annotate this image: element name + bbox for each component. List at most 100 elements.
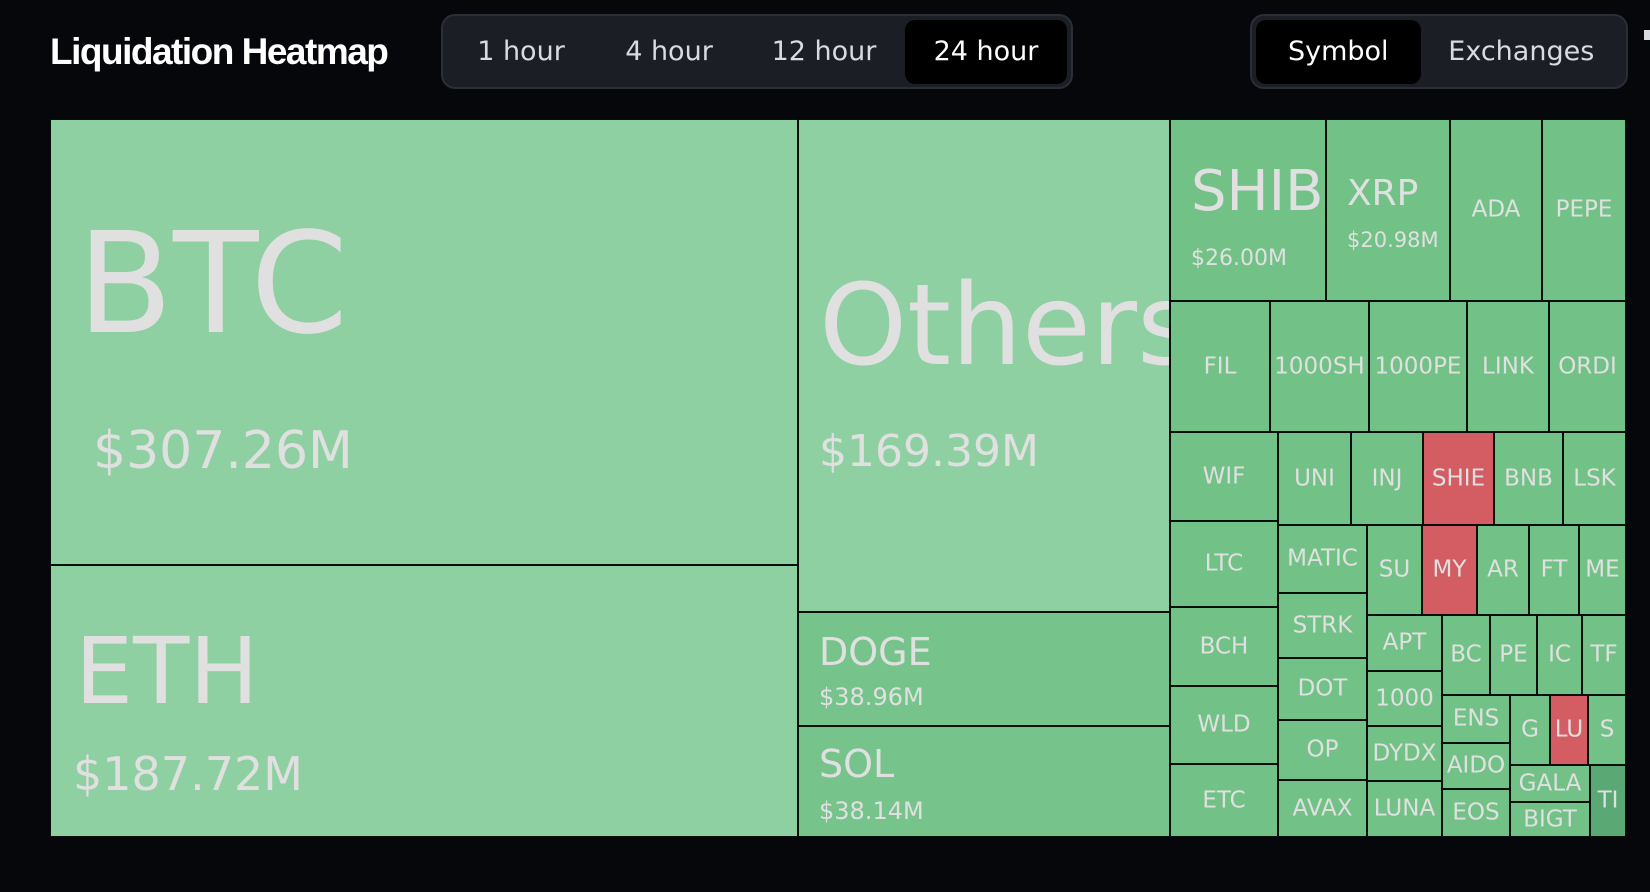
tile-symbol: LU <box>1554 716 1584 743</box>
heatmap-tile-bc[interactable]: BC <box>1442 615 1490 695</box>
heatmap-tile-etc[interactable]: ETC <box>1170 764 1278 837</box>
heatmap-tile-ltc[interactable]: LTC <box>1170 521 1278 607</box>
tile-symbol: 1000 <box>1375 685 1434 711</box>
heatmap-tile-ft[interactable]: FT <box>1529 525 1579 615</box>
tile-symbol: G <box>1521 716 1539 743</box>
heatmap-tile-luna[interactable]: LUNA <box>1367 781 1442 837</box>
heatmap-tile-my[interactable]: MY <box>1422 525 1477 615</box>
view-selector: Symbol Exchanges <box>1250 14 1628 89</box>
tile-symbol: STRK <box>1292 612 1353 638</box>
heatmap-tile-1000pe[interactable]: 1000PE <box>1369 301 1467 432</box>
tile-symbol: AIDO <box>1446 752 1506 779</box>
heatmap-tile-su[interactable]: SU <box>1367 525 1422 615</box>
heatmap-tile-xrp[interactable]: XRP $20.98M <box>1326 119 1450 301</box>
heatmap-tile-1000sh[interactable]: 1000SH <box>1270 301 1369 432</box>
tile-symbol: ME <box>1585 556 1620 583</box>
tile-symbol: SU <box>1378 556 1411 583</box>
heatmap-tile-ens[interactable]: ENS <box>1442 695 1510 743</box>
heatmap-tile-avax[interactable]: AVAX <box>1278 780 1367 837</box>
tile-symbol: MY <box>1432 556 1467 583</box>
heatmap-tile-lu[interactable]: LU <box>1550 695 1588 765</box>
heatmap-tile-matic[interactable]: MATIC <box>1278 525 1367 593</box>
heatmap-tile-ordi[interactable]: ORDI <box>1549 301 1626 432</box>
heatmap-tile-g[interactable]: G <box>1510 695 1550 765</box>
heatmap-tile-uni[interactable]: UNI <box>1278 432 1351 525</box>
heatmap-tile-ti[interactable]: TI <box>1590 765 1626 837</box>
clipped-header-control <box>1644 30 1650 40</box>
tile-symbol: 1000PE <box>1374 353 1462 379</box>
heatmap-tile-s[interactable]: S <box>1588 695 1626 765</box>
tile-symbol: WIF <box>1202 463 1246 489</box>
heatmap-tile-pepe[interactable]: PEPE <box>1542 119 1626 301</box>
tile-symbol: LTC <box>1204 550 1244 577</box>
tile-value: $38.96M <box>819 683 924 711</box>
tile-symbol: 1000SH <box>1274 353 1365 379</box>
tile-symbol: ADA <box>1471 196 1521 223</box>
tile-symbol: SOL <box>819 742 895 786</box>
tile-symbol: ETH <box>75 618 259 725</box>
tile-symbol: ENS <box>1452 705 1500 732</box>
tile-symbol: BNB <box>1504 465 1553 491</box>
tile-symbol: SHIE <box>1431 465 1486 491</box>
heatmap-tile-bch[interactable]: BCH <box>1170 607 1278 686</box>
heatmap-tile-me[interactable]: ME <box>1579 525 1626 615</box>
heatmap-tile-tf[interactable]: TF <box>1582 615 1626 695</box>
tile-symbol: FIL <box>1203 353 1237 379</box>
heatmap-tile-dydx[interactable]: DYDX <box>1367 726 1442 781</box>
time-range-1h-button[interactable]: 1 hour <box>477 35 565 67</box>
tile-value: $307.26M <box>93 421 353 481</box>
heatmap-tile-strk[interactable]: STRK <box>1278 593 1367 658</box>
time-range-selector: 1 hour 4 hour 12 hour 24 hour <box>441 14 1073 89</box>
heatmap-tile-1000[interactable]: 1000 <box>1367 671 1442 726</box>
heatmap-tile-sol[interactable]: SOL $38.14M <box>798 726 1170 837</box>
time-range-24h-button[interactable]: 24 hour <box>905 19 1067 84</box>
heatmap-tile-fil[interactable]: FIL <box>1170 301 1270 432</box>
heatmap-tile-btc[interactable]: BTC $307.26M <box>50 119 798 565</box>
tile-symbol: LSK <box>1573 465 1616 491</box>
heatmap-tile-ada[interactable]: ADA <box>1450 119 1542 301</box>
heatmap-tile-others[interactable]: Others $169.39M <box>798 119 1170 612</box>
heatmap-tile-apt[interactable]: APT <box>1367 615 1442 671</box>
view-symbol-button[interactable]: Symbol <box>1256 19 1421 84</box>
tile-symbol: BTC <box>77 203 349 366</box>
tile-symbol: Others <box>819 261 1170 391</box>
heatmap-tile-ic[interactable]: IC <box>1537 615 1582 695</box>
heatmap-tile-dot[interactable]: DOT <box>1278 658 1367 720</box>
heatmap-tile-doge[interactable]: DOGE $38.96M <box>798 612 1170 726</box>
heatmap-tile-gala[interactable]: GALA <box>1510 765 1590 802</box>
heatmap-tile-op[interactable]: OP <box>1278 720 1367 780</box>
tile-symbol: ORDI <box>1558 353 1617 379</box>
tile-symbol: DOT <box>1297 675 1348 702</box>
heatmap-tile-ar[interactable]: AR <box>1477 525 1529 615</box>
tile-symbol: BCH <box>1199 633 1249 659</box>
heatmap-tile-eth[interactable]: ETH $187.72M <box>50 565 798 837</box>
tile-symbol: EOS <box>1452 799 1500 826</box>
heatmap-tile-bigt[interactable]: BIGT <box>1510 802 1590 837</box>
heatmap-tile-wif[interactable]: WIF <box>1170 432 1278 521</box>
heatmap-tile-aido[interactable]: AIDO <box>1442 743 1510 789</box>
heatmap-tile-shie[interactable]: SHIE <box>1423 432 1494 525</box>
heatmap-tile-bnb[interactable]: BNB <box>1494 432 1563 525</box>
tile-symbol: BC <box>1450 641 1482 668</box>
tile-symbol: XRP <box>1347 173 1419 214</box>
tile-symbol: OP <box>1306 736 1339 763</box>
heatmap-tile-wld[interactable]: WLD <box>1170 686 1278 764</box>
tile-symbol: BIGT <box>1523 806 1577 832</box>
heatmap-tile-pe[interactable]: PE <box>1490 615 1537 695</box>
tile-symbol: FT <box>1540 556 1568 583</box>
heatmap-tile-link[interactable]: LINK <box>1467 301 1549 432</box>
tile-symbol: LUNA <box>1373 795 1436 822</box>
tile-symbol: AVAX <box>1292 795 1353 821</box>
tile-symbol: MATIC <box>1287 545 1358 572</box>
tile-value: $20.98M <box>1347 228 1439 252</box>
time-range-4h-button[interactable]: 4 hour <box>625 35 713 67</box>
tile-symbol: TF <box>1590 641 1618 668</box>
view-exchanges-button[interactable]: Exchanges <box>1448 35 1595 67</box>
time-range-12h-button[interactable]: 12 hour <box>771 35 877 67</box>
heatmap-tile-eos[interactable]: EOS <box>1442 789 1510 837</box>
heatmap-tile-lsk[interactable]: LSK <box>1563 432 1626 525</box>
heatmap-tile-inj[interactable]: INJ <box>1351 432 1423 525</box>
heatmap-tile-shib[interactable]: SHIB $26.00M <box>1170 119 1326 301</box>
tile-value: $169.39M <box>819 426 1039 477</box>
tile-symbol: UNI <box>1294 465 1335 491</box>
